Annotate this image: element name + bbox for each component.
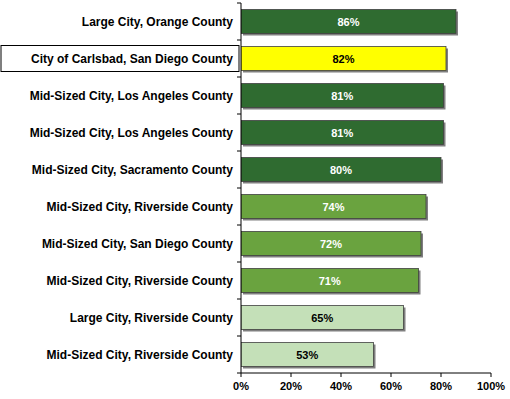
x-tick-label: 80% — [430, 380, 452, 392]
data-label: 74% — [322, 201, 344, 213]
bar — [241, 269, 419, 293]
category-label: Mid-Sized City, Riverside County — [47, 200, 234, 214]
data-label: 72% — [320, 238, 342, 250]
x-tick — [391, 373, 392, 377]
category-label: Mid-Sized City, Sacramento County — [32, 163, 233, 177]
bar — [241, 84, 444, 108]
bar — [241, 195, 426, 219]
category-label: Large City, Riverside County — [70, 311, 233, 325]
bars — [241, 10, 458, 369]
category-label: Mid-Sized City, Riverside County — [47, 348, 234, 362]
bar — [241, 306, 404, 330]
x-tick — [491, 373, 492, 377]
data-label: 82% — [332, 53, 354, 65]
data-label: 53% — [296, 349, 318, 361]
category-tick — [237, 336, 241, 337]
bar — [241, 10, 456, 34]
category-tick — [237, 3, 241, 4]
category-tick — [237, 114, 241, 115]
chart-container: 86% Large City, Orange County 82% City of C… — [0, 0, 510, 399]
bar — [241, 158, 441, 182]
x-axis-line — [241, 373, 491, 374]
data-label: 80% — [330, 164, 352, 176]
category-tick — [237, 225, 241, 226]
data-label: 71% — [319, 275, 341, 287]
category-label: Mid-Sized City, Los Angeles County — [30, 126, 234, 140]
category-tick — [237, 77, 241, 78]
x-tick — [441, 373, 442, 377]
x-tick-label: 40% — [330, 380, 352, 392]
bar — [241, 343, 374, 367]
data-label: 81% — [331, 127, 353, 139]
category-tick — [237, 373, 241, 374]
category-tick — [237, 188, 241, 189]
highlight-box — [1, 46, 239, 72]
x-tick-label: 0% — [233, 380, 249, 392]
x-tick — [241, 373, 242, 377]
data-label: 81% — [331, 90, 353, 102]
x-tick — [291, 373, 292, 377]
category-tick — [237, 299, 241, 300]
bar — [241, 121, 444, 145]
x-tick-label: 60% — [380, 380, 402, 392]
category-label: Mid-Sized City, San Diego County — [42, 237, 233, 251]
category-tick — [237, 40, 241, 41]
category-tick — [237, 151, 241, 152]
x-tick-label: 20% — [280, 380, 302, 392]
category-label: Large City, Orange County — [82, 15, 233, 29]
chart-svg: 86% Large City, Orange County 82% City of C… — [0, 0, 510, 399]
data-label: 86% — [337, 16, 359, 28]
labels: 86% Large City, Orange County 82% City of C… — [1, 15, 360, 362]
category-label: Mid-Sized City, Riverside County — [47, 274, 234, 288]
category-label: City of Carlsbad, San Diego County — [31, 52, 233, 66]
category-tick — [237, 262, 241, 263]
x-tick — [341, 373, 342, 377]
data-label: 65% — [311, 312, 333, 324]
axes: 0% 20% 40% 60% 80% 100% — [233, 3, 505, 392]
bar — [241, 47, 446, 71]
bar — [241, 232, 421, 256]
x-tick-label: 100% — [477, 380, 505, 392]
category-label: Mid-Sized City, Los Angeles County — [30, 89, 234, 103]
